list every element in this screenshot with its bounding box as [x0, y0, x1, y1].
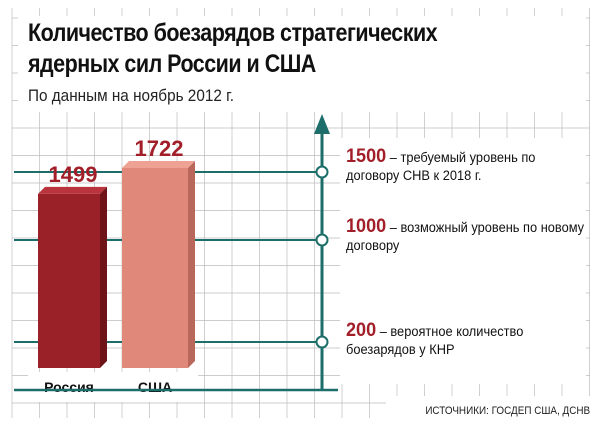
- title-background: [18, 16, 586, 112]
- annotation-background: [340, 138, 586, 384]
- annotation-1000-text: – возможный уровень по новому договору: [346, 220, 585, 253]
- reference-marker-1500: [315, 165, 329, 179]
- source-note: ИСТОЧНИКИ: ГОСДЕП США, ДСНВ: [425, 405, 590, 417]
- bar-Россия: [38, 193, 100, 368]
- annotation-200-text: – вероятное количество боезарядов у КНР: [346, 324, 524, 357]
- annotation-1500-text: – требуемый уровень по договору СНВ к 20…: [346, 150, 536, 183]
- category-label-background: [28, 372, 198, 402]
- chart-subtitle: По данным на ноябрь 2012 г.: [28, 86, 235, 105]
- bars: 1499 Россия 1722 США: [38, 136, 195, 395]
- y-axis-arrow: [314, 114, 330, 134]
- grid: [6, 8, 592, 418]
- annotation-1500: 1500 – требуемый уровень по договору СНВ…: [346, 146, 585, 185]
- bar-top-2: [122, 161, 195, 169]
- bar-top-1: [38, 186, 107, 194]
- annotation-1000: 1000 – возможный уровень по новому догов…: [346, 216, 585, 255]
- bar-side-1: [100, 186, 107, 368]
- annotation-200: 200 – вероятное количество боезарядов у …: [346, 320, 585, 359]
- bar-value-label-1: 1499: [49, 162, 98, 187]
- bar-США: [122, 168, 188, 368]
- source-background: [386, 396, 590, 418]
- category-label-2: США: [138, 379, 172, 395]
- annotation-200-number: 200: [346, 320, 377, 341]
- reference-marker-1000: [315, 233, 329, 247]
- chart-title: Количество боезарядов стратегических яде…: [28, 19, 438, 78]
- reference-markers: [315, 165, 329, 349]
- annotation-1000-number: 1000: [346, 216, 387, 237]
- bar-side-2: [188, 161, 195, 368]
- annotation-1500-number: 1500: [346, 146, 387, 167]
- reference-marker-200: [315, 335, 329, 349]
- category-label-1: Россия: [44, 379, 94, 395]
- bar-value-label-2: 1722: [135, 136, 184, 161]
